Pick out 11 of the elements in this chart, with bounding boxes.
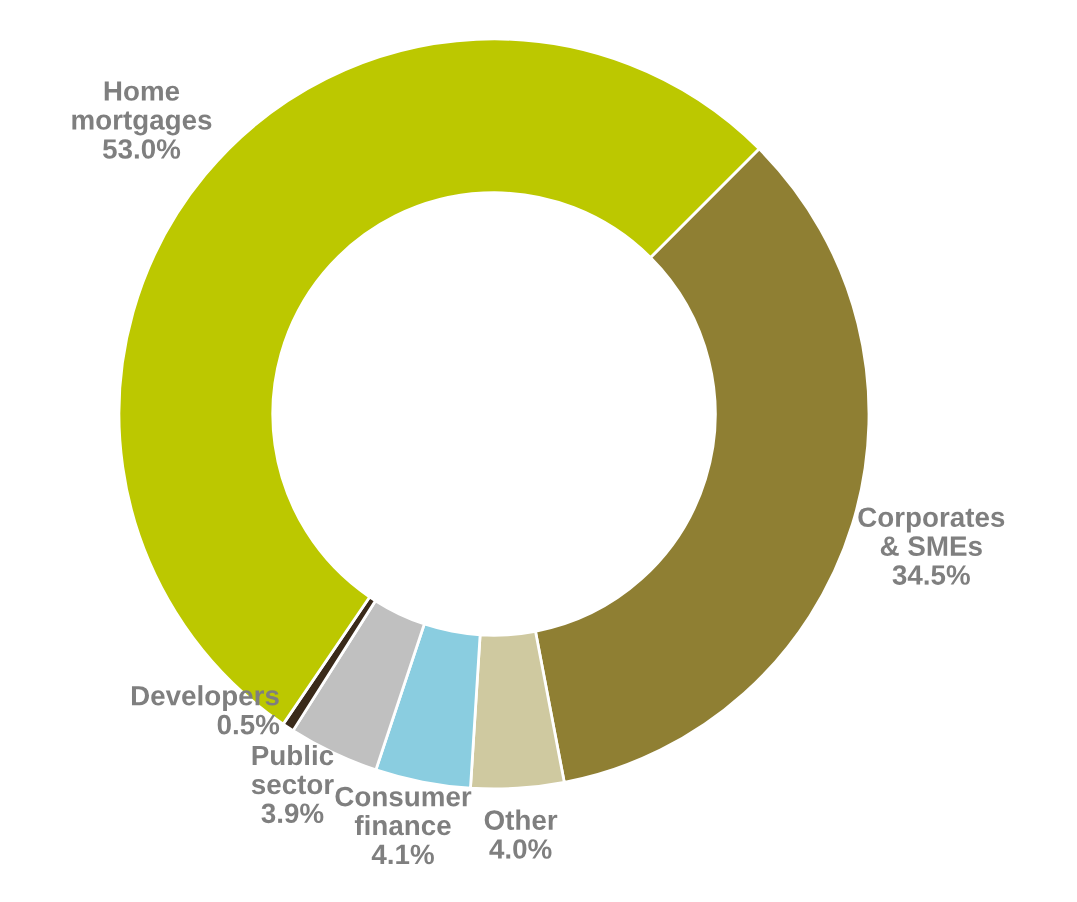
slice-label: Home mortgages (72, 81, 212, 136)
data-label: 4.1% (371, 844, 434, 865)
data-label: 0.5% (217, 714, 280, 735)
slice-label: Corporates & SMEs (858, 507, 1005, 556)
slice-label: Consumer finance (335, 786, 472, 836)
data-label: 34.5% (892, 565, 970, 585)
slice-label: Public sector (251, 744, 334, 795)
data-label: 4.0% (489, 839, 552, 859)
data-label: 3.9% (261, 803, 324, 824)
slice-label: Other (484, 809, 558, 830)
data-label: 53.0% (102, 139, 181, 159)
